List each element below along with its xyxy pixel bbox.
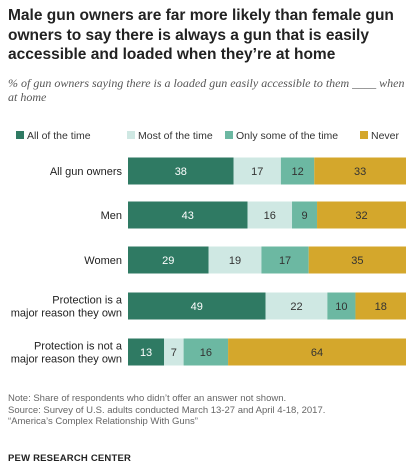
source-organization: PEW RESEARCH CENTER <box>8 453 132 464</box>
bar-only-some-of-the-time-all-gun-owners <box>280 157 315 185</box>
data-label: 18 <box>375 301 387 313</box>
data-label: 33 <box>354 166 366 178</box>
legend-label-never: Never <box>371 130 400 142</box>
legend-swatch-never <box>360 131 368 139</box>
bar-all-of-the-time-women <box>128 246 209 274</box>
data-label: 35 <box>351 255 363 267</box>
data-label: 12 <box>291 166 303 178</box>
bar-only-some-of-the-time-men <box>292 201 318 229</box>
data-label: 16 <box>264 210 276 222</box>
bar-never-all-gun-owners <box>314 157 406 185</box>
data-label: 16 <box>200 347 212 359</box>
notes: Note: Share of respondents who didn’t of… <box>8 393 408 428</box>
bar-most-of-the-time-all-gun-owners <box>233 157 281 185</box>
data-label: 43 <box>182 210 194 222</box>
legend-label-only-some-of-the-time: Only some of the time <box>236 130 338 142</box>
data-label: 7 <box>171 347 177 359</box>
category-label: Women <box>84 255 122 267</box>
data-label: 64 <box>311 347 323 359</box>
category-label: major reason they own <box>11 308 122 320</box>
stacked-bar-chart: All of the time Most of the time Only some… <box>11 130 406 366</box>
bar-most-of-the-time-protection-is-not-a-major-reason-they-own <box>164 338 184 366</box>
data-label: 38 <box>175 166 187 178</box>
bar-all-of-the-time-men <box>128 201 248 229</box>
bar-all-of-the-time-protection-is-a-major-reason-they-own <box>128 292 266 320</box>
bar-only-some-of-the-time-women <box>261 246 309 274</box>
bar-never-women <box>308 246 406 274</box>
category-label: Protection is a <box>52 295 123 307</box>
bar-only-some-of-the-time-protection-is-not-a-major-reason-they-own <box>183 338 229 366</box>
legend-swatch-most-of-the-time <box>127 131 135 139</box>
bar-all-of-the-time-all-gun-owners <box>128 157 234 185</box>
bar-never-protection-is-a-major-reason-they-own <box>355 292 406 320</box>
bar-all-of-the-time-protection-is-not-a-major-reason-they-own <box>128 338 165 366</box>
category-label: Protection is not a <box>34 341 123 353</box>
category-label: major reason they own <box>11 354 122 366</box>
data-label: 32 <box>355 210 367 222</box>
source-line: Source: Survey of U.S. adults conducted … <box>8 404 326 416</box>
category-label: Men <box>101 210 122 222</box>
bar-only-some-of-the-time-protection-is-a-major-reason-they-own <box>327 292 356 320</box>
chart-title: Male gun owners are far more likely than… <box>8 7 394 63</box>
bar-never-men <box>317 201 406 229</box>
data-label: 17 <box>279 255 291 267</box>
chart-subtitle: % of gun owners saying there is a loaded… <box>8 76 405 104</box>
data-label: 17 <box>251 166 263 178</box>
bar-most-of-the-time-men <box>247 201 293 229</box>
note-line: Note: Share of respondents who didn’t of… <box>8 393 287 404</box>
bar-never-protection-is-not-a-major-reason-they-own <box>228 338 406 366</box>
data-label: 49 <box>191 301 203 313</box>
legend-swatch-only-some-of-the-time <box>225 131 233 139</box>
data-label: 13 <box>140 347 152 359</box>
bar-most-of-the-time-protection-is-a-major-reason-they-own <box>265 292 328 320</box>
data-label: 19 <box>229 255 241 267</box>
data-label: 29 <box>162 255 174 267</box>
bar-most-of-the-time-women <box>208 246 262 274</box>
data-label: 10 <box>335 301 347 313</box>
legend-label-most-of-the-time: Most of the time <box>138 130 213 142</box>
category-label: All gun owners <box>50 166 123 178</box>
report-title-line: “America’s Complex Relationship With Gun… <box>8 416 198 427</box>
data-label: 22 <box>290 301 302 313</box>
data-label: 9 <box>301 210 307 222</box>
legend-swatch-all-of-the-time <box>16 131 24 139</box>
legend-label-all-of-the-time: All of the time <box>27 130 91 142</box>
